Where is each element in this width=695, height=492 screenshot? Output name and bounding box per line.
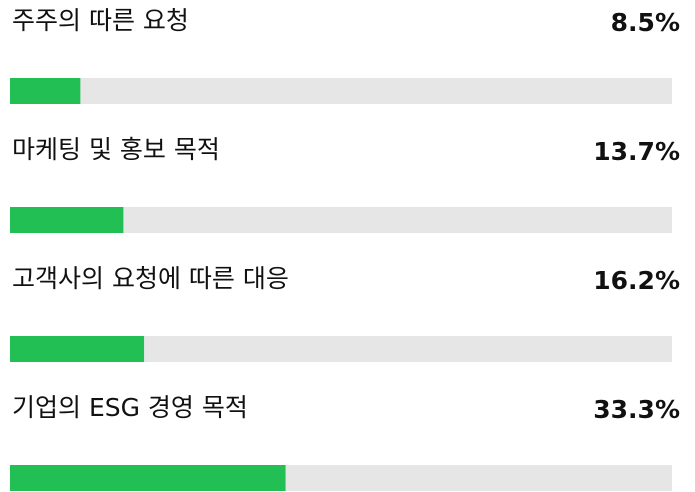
category-label: 기업의 ESG 경영 목적 (12, 393, 248, 422)
value-label: 13.7% (593, 137, 680, 166)
category-label: 고객사의 요청에 따른 대응 (12, 264, 289, 293)
bar-track (10, 78, 672, 104)
category-label: 마케팅 및 홍보 목적 (12, 135, 220, 164)
bar (10, 207, 124, 233)
bar (10, 465, 286, 491)
value-label: 8.5% (611, 8, 680, 37)
bar (10, 78, 81, 104)
value-label: 16.2% (593, 266, 680, 295)
category-label: 주주의 따른 요청 (12, 6, 189, 35)
value-label: 33.3% (593, 395, 680, 424)
bar (10, 336, 145, 362)
